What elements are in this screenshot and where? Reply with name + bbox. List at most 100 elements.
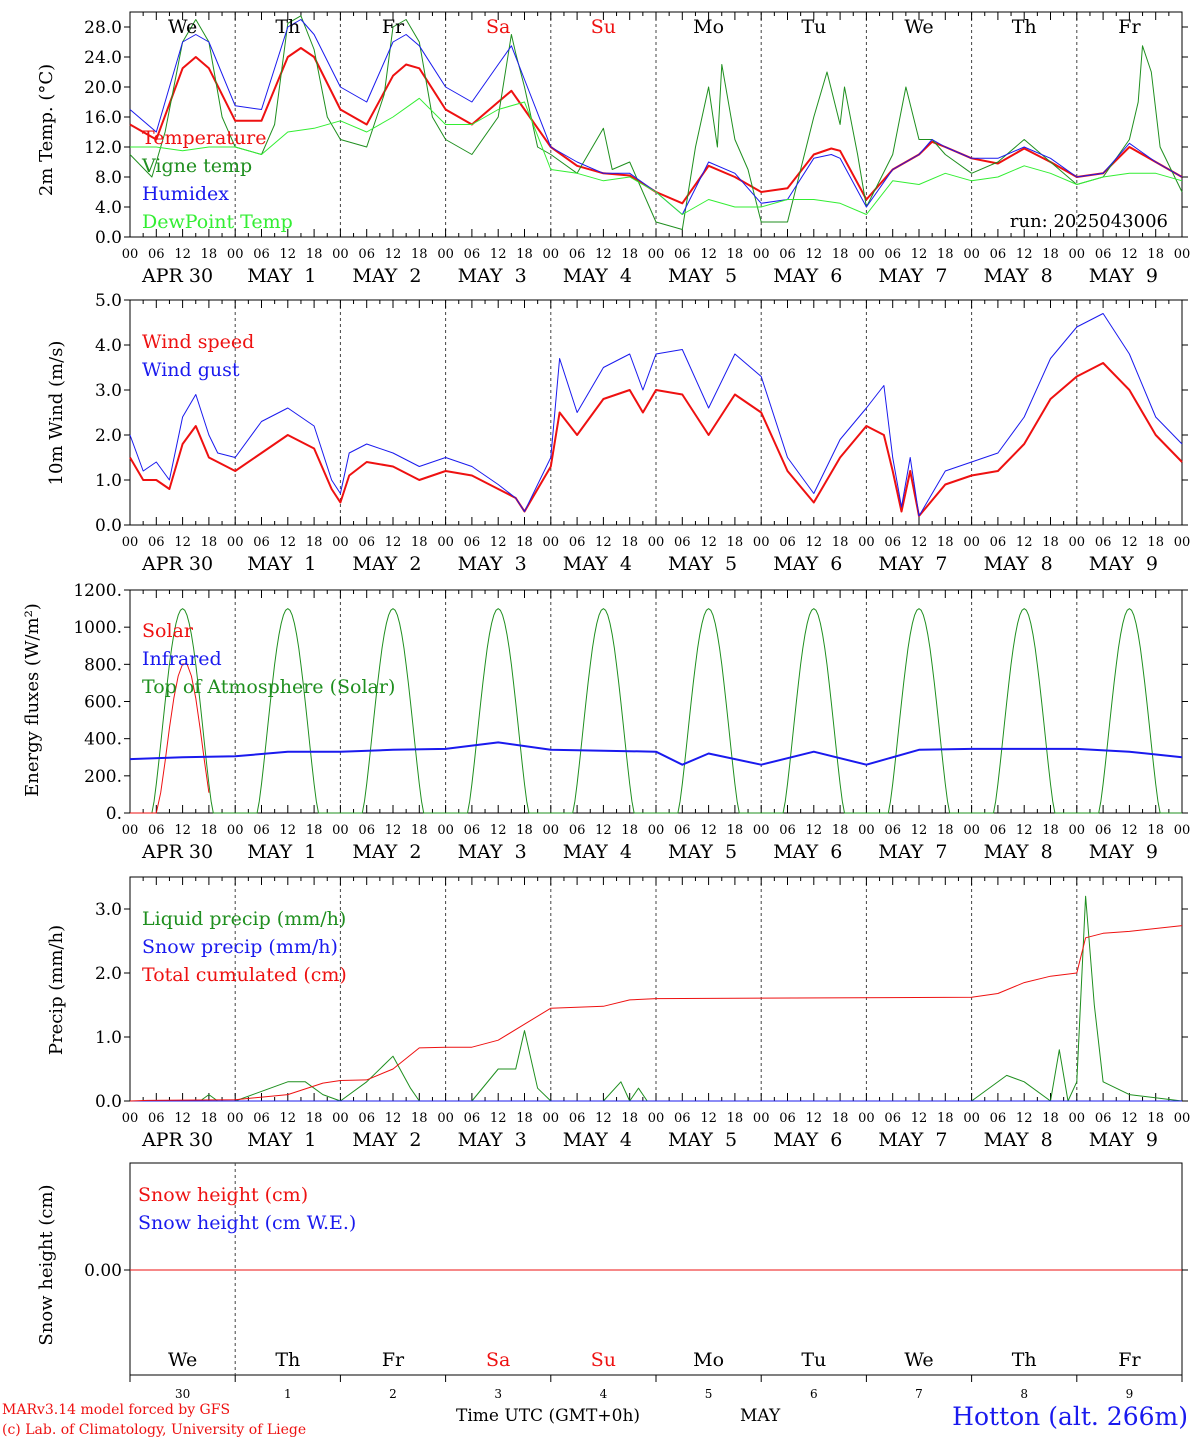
date-label: MAY 9 — [1089, 841, 1158, 863]
hour-tick-label: 00 — [122, 247, 139, 262]
series-line — [130, 97, 1183, 215]
hour-tick-label: 12 — [911, 823, 928, 838]
hour-tick-label: 12 — [595, 1111, 612, 1126]
hour-tick-label: 18 — [411, 823, 428, 838]
hour-tick-label: 06 — [990, 1111, 1007, 1126]
hour-tick-label: 18 — [1042, 535, 1059, 550]
legend-entry: Liquid precip (mm/h) — [142, 908, 346, 930]
hour-tick-label: 06 — [1095, 247, 1112, 262]
hour-tick-label: 06 — [358, 247, 375, 262]
weekday-label: We — [904, 16, 933, 38]
day-number-label: 6 — [810, 1387, 818, 1401]
weekday-label: We — [168, 16, 197, 38]
hour-tick-label: 00 — [437, 535, 454, 550]
weekday-label: Th — [1012, 16, 1037, 38]
hour-tick-label: 00 — [122, 823, 139, 838]
date-label: MAY 4 — [563, 841, 632, 863]
weekday-label: Su — [591, 16, 616, 38]
y-tick-label: 5.0 — [95, 291, 122, 311]
snow-panel-frame: 0.00 Snow height (cm) Snow height (cm) Snow… — [36, 1162, 1188, 1401]
hour-tick-label: 18 — [832, 1111, 849, 1126]
hour-tick-label: 00 — [858, 247, 875, 262]
hour-tick-label: 18 — [937, 247, 954, 262]
hour-tick-label: 06 — [990, 823, 1007, 838]
y-tick-label: 200. — [84, 767, 122, 787]
hour-tick-label: 06 — [884, 247, 901, 262]
hour-tick-label: 00 — [858, 535, 875, 550]
hour-tick-label: 12 — [174, 823, 191, 838]
run-label: run: 2025043006 — [1010, 211, 1168, 232]
hour-tick-label: 18 — [1042, 1111, 1059, 1126]
hour-tick-label: 12 — [595, 535, 612, 550]
y-tick-label: 3.0 — [95, 900, 122, 920]
hour-tick-label: 18 — [1147, 535, 1164, 550]
temperature-panel-border — [129, 11, 1183, 238]
day-number-label: 1 — [284, 1387, 292, 1401]
legend-entry: DewPoint Temp — [142, 211, 293, 233]
hour-tick-label: 18 — [201, 535, 218, 550]
weekday-label: Su — [591, 1349, 616, 1371]
hour-tick-label: 18 — [201, 247, 218, 262]
date-label: MAY 4 — [563, 553, 632, 575]
hour-tick-label: 06 — [148, 823, 165, 838]
hour-tick-label: 00 — [227, 535, 244, 550]
date-label: MAY 8 — [984, 553, 1053, 575]
hour-tick-label: 18 — [516, 247, 533, 262]
month-label: MAY — [740, 1406, 781, 1426]
hour-tick-label: 18 — [727, 535, 744, 550]
hour-tick-label: 12 — [1016, 823, 1033, 838]
hour-tick-label: 00 — [543, 535, 560, 550]
y-tick-label: 24.0 — [84, 48, 122, 68]
legend-entry: Snow height (cm) — [138, 1184, 308, 1206]
hour-tick-label: 06 — [464, 823, 481, 838]
wind-panel-border — [129, 299, 1183, 526]
y-tick-label: 600. — [84, 693, 122, 713]
hour-tick-label: 00 — [1069, 1111, 1086, 1126]
date-label: APR 30 — [141, 553, 213, 575]
hour-tick-label: 00 — [963, 535, 980, 550]
hour-tick-label: 00 — [963, 823, 980, 838]
hour-tick-label: 00 — [227, 823, 244, 838]
hour-tick-label: 18 — [306, 1111, 323, 1126]
hour-tick-label: 18 — [621, 1111, 638, 1126]
snow-y-label: Snow height (cm) — [36, 1184, 57, 1345]
weekday-label: Fr — [1118, 16, 1141, 38]
date-label: MAY 1 — [247, 841, 316, 863]
legend-entry: Solar — [142, 620, 194, 642]
date-label: MAY 6 — [773, 1129, 842, 1151]
legend-entry: Vigne temp — [141, 155, 252, 177]
hour-tick-label: 12 — [385, 247, 402, 262]
y-tick-label: 0.0 — [95, 1092, 122, 1112]
legend-entry: Top of Atmosphere (Solar) — [142, 676, 395, 698]
legend-entry: Infrared — [142, 648, 222, 670]
date-label: MAY 3 — [458, 1129, 527, 1151]
hour-tick-label: 18 — [1042, 247, 1059, 262]
energy-panel-frame: 0. 200. 400. 600. 800. 1000. 1200. Energy fluxe… — [22, 581, 1190, 863]
hour-tick-label: 06 — [674, 535, 691, 550]
hour-tick-label: 00 — [227, 247, 244, 262]
hour-tick-label: 06 — [464, 535, 481, 550]
hour-tick-label: 18 — [201, 823, 218, 838]
legend-entry: Temperature — [142, 127, 266, 149]
hour-tick-label: 18 — [1147, 1111, 1164, 1126]
hour-tick-label: 00 — [1069, 247, 1086, 262]
weekday-label: Fr — [382, 16, 405, 38]
date-label: MAY 2 — [352, 841, 421, 863]
date-label: MAY 5 — [668, 1129, 737, 1151]
hour-tick-label: 06 — [674, 823, 691, 838]
hour-tick-label: 00 — [648, 535, 665, 550]
wind-y-label: 10m Wind (m/s) — [46, 341, 67, 486]
date-label: MAY 2 — [352, 553, 421, 575]
hour-tick-label: 00 — [122, 1111, 139, 1126]
hour-tick-label: 12 — [385, 535, 402, 550]
series-line — [129, 313, 1183, 517]
hour-tick-label: 18 — [832, 535, 849, 550]
hour-tick-label: 06 — [1095, 535, 1112, 550]
date-label: MAY 2 — [352, 1129, 421, 1151]
hour-tick-label: 06 — [358, 1111, 375, 1126]
day-number-label: 9 — [1126, 1387, 1134, 1401]
hour-tick-label: 06 — [779, 823, 796, 838]
date-label: MAY 4 — [563, 1129, 632, 1151]
date-label: MAY 8 — [984, 265, 1053, 287]
hour-tick-label: 12 — [280, 247, 297, 262]
